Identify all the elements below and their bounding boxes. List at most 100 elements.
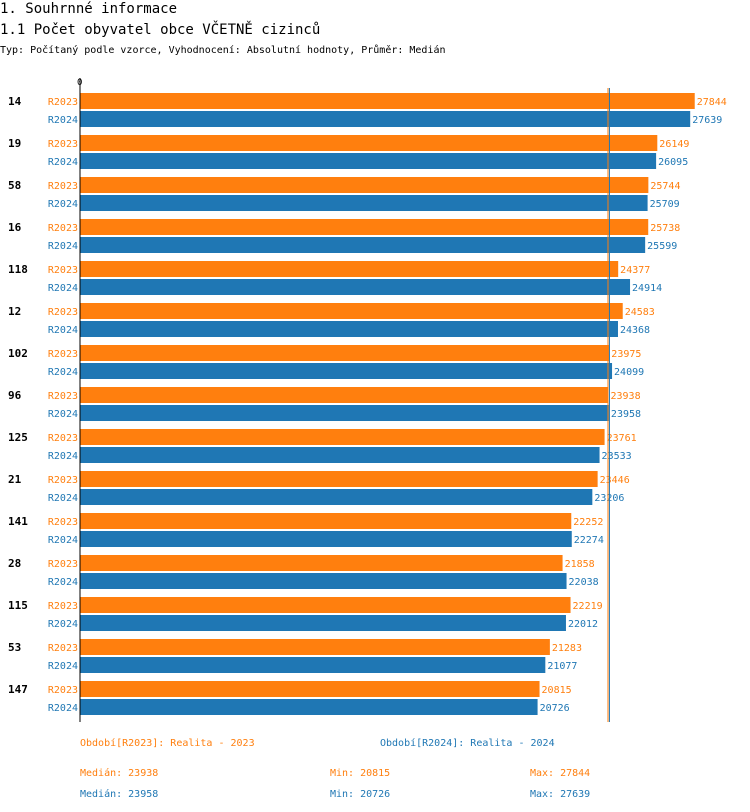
page-title: 1. Souhrnné informace [0,1,178,17]
data-label: 27844 [697,97,727,108]
series-label: R2023 [48,601,78,612]
series-label: R2024 [48,283,78,294]
data-label: 23938 [610,391,640,402]
bar-r2023 [80,513,572,529]
data-label: 23958 [611,409,641,420]
bar-r2024 [80,615,566,631]
bar-r2023 [80,387,609,403]
data-label: 21858 [565,559,595,570]
series-label: R2023 [48,265,78,276]
series-label: R2024 [48,157,78,168]
series-label: R2023 [48,97,78,108]
bar-r2024 [80,279,631,295]
data-label: 20726 [540,703,570,714]
bar-r2023 [80,681,540,697]
bar-r2024 [80,657,546,673]
stat-median-r2024: Medián: 23958 [80,789,159,800]
category-label: 102 [8,347,28,360]
category-label: 96 [8,389,22,402]
series-label: R2023 [48,433,78,444]
data-label: 21283 [552,643,582,654]
bar-r2024 [80,111,691,127]
bar-r2024 [80,699,538,715]
data-label: 20815 [542,685,572,696]
data-label: 23446 [600,475,630,486]
data-label: 25709 [650,199,680,210]
data-label: 23975 [611,349,641,360]
bar-chart: 014R202327844R20242763919R202326149R2024… [8,78,727,722]
stat-max-r2023: Max: 27844 [530,768,591,779]
series-label: R2024 [48,451,78,462]
bar-r2024 [80,573,567,589]
category-label: 21 [8,473,22,486]
series-label: R2023 [48,181,78,192]
bar-r2023 [80,261,619,277]
series-label: R2024 [48,577,78,588]
data-label: 22038 [569,577,599,588]
data-label: 22274 [574,535,604,546]
data-label: 25744 [650,181,680,192]
bar-r2023 [80,555,563,571]
bar-r2023 [80,639,550,655]
chart-title: 1.1 Počet obyvatel obce VČETNĚ cizinců [0,22,321,38]
stat-max-r2024: Max: 27639 [530,789,591,800]
bar-r2023 [80,303,623,319]
category-label: 141 [8,515,28,528]
data-label: 27639 [692,115,722,126]
series-label: R2023 [48,307,78,318]
data-label: 26149 [659,139,689,150]
bar-r2024 [80,153,657,169]
series-label: R2023 [48,223,78,234]
series-label: R2024 [48,493,78,504]
data-label: 22012 [568,619,598,630]
series-label: R2024 [48,325,78,336]
bar-r2023 [80,93,695,109]
bar-r2023 [80,597,571,613]
bar-r2024 [80,237,646,253]
bar-r2024 [80,363,613,379]
data-label: 22252 [573,517,603,528]
series-label: R2023 [48,643,78,654]
series-label: R2023 [48,517,78,528]
series-label: R2024 [48,115,78,126]
category-label: 16 [8,221,22,234]
category-label: 19 [8,137,21,150]
series-label: R2023 [48,139,78,150]
series-label: R2024 [48,661,78,672]
data-label: 24377 [620,265,650,276]
series-label: R2023 [48,685,78,696]
category-label: 125 [8,431,28,444]
data-label: 23761 [607,433,637,444]
bar-r2024 [80,489,593,505]
category-label: 53 [8,641,21,654]
series-label: R2023 [48,349,78,360]
stat-min-r2024: Min: 20726 [330,789,391,800]
series-label: R2024 [48,703,78,714]
data-label: 25738 [650,223,680,234]
data-label: 26095 [658,157,688,168]
series-label: R2024 [48,367,78,378]
legend-r2023: Období[R2023]: Realita - 2023 [80,738,255,749]
series-label: R2024 [48,619,78,630]
bar-r2023 [80,177,649,193]
bar-r2024 [80,321,618,337]
data-label: 25599 [647,241,677,252]
series-label: R2023 [48,475,78,486]
category-label: 28 [8,557,21,570]
bar-r2023 [80,345,610,361]
bar-r2024 [80,447,600,463]
category-label: 118 [8,263,28,276]
series-label: R2024 [48,409,78,420]
category-label: 14 [8,95,22,108]
legend-r2024: Období[R2024]: Realita - 2024 [380,738,555,749]
data-label: 24368 [620,325,650,336]
bar-r2024 [80,531,572,547]
bar-r2023 [80,471,598,487]
bar-r2023 [80,429,605,445]
data-label: 24914 [632,283,662,294]
category-label: 12 [8,305,21,318]
chart-type-description: Typ: Počítaný podle vzorce, Vyhodnocení:… [0,45,446,56]
data-label: 24099 [614,367,644,378]
series-label: R2024 [48,199,78,210]
series-label: R2024 [48,535,78,546]
